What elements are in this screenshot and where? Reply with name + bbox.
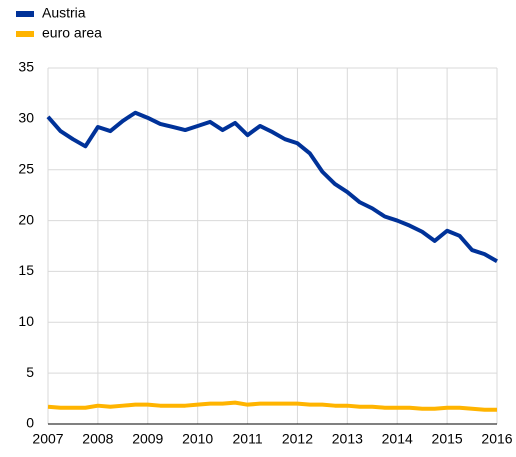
x-tick-label: 2008 <box>82 431 113 447</box>
x-tick-label: 2012 <box>282 431 313 447</box>
y-tick-label: 30 <box>18 110 34 126</box>
x-tick-label: 2016 <box>481 431 512 447</box>
x-tick-label: 2014 <box>382 431 413 447</box>
legend-label: euro area <box>42 25 102 41</box>
line-series <box>46 110 498 263</box>
x-tick-label: 2007 <box>32 431 63 447</box>
x-tick-label: 2011 <box>233 431 263 447</box>
y-tick-label: 25 <box>18 160 34 176</box>
legend-swatch <box>16 31 34 37</box>
x-tick-label: 2015 <box>432 431 463 447</box>
x-tick-label: 2010 <box>182 431 213 447</box>
x-tick-label: 2013 <box>332 431 363 447</box>
line-series <box>47 400 497 412</box>
legend-label: Austria <box>42 5 86 21</box>
y-tick-label: 5 <box>26 364 34 380</box>
legend-swatch <box>16 11 34 17</box>
y-tick-label: 0 <box>26 415 34 431</box>
x-tick-label: 2009 <box>132 431 163 447</box>
y-tick-label: 20 <box>18 211 34 227</box>
y-tick-label: 10 <box>18 313 34 329</box>
y-tick-label: 15 <box>18 262 34 278</box>
y-tick-label: 35 <box>18 59 34 75</box>
